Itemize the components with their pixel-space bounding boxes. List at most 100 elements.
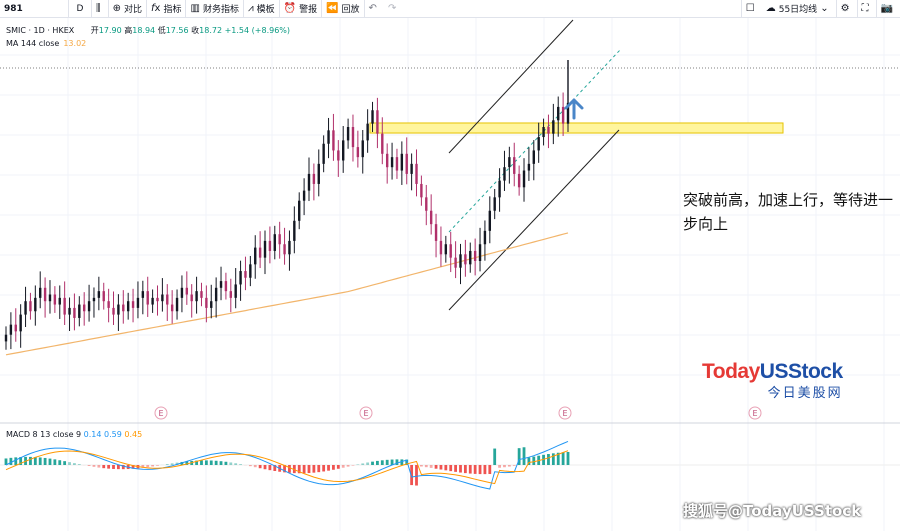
price-legend: SMIC · 1D · HKEX 开17.90 高18.94 低17.56 收1… [6,24,290,38]
indicators-button[interactable]: fx 指标 [146,0,185,17]
template-icon: ⩘ [247,3,254,14]
macd-histogram-bar [336,465,340,469]
candle-body [102,291,105,302]
earnings-marker [558,406,572,420]
financials-button[interactable]: ▥ 财务指标 [185,0,242,17]
candle-body [356,147,360,158]
macd-histogram-bar [209,460,213,465]
candle-body [92,297,96,302]
macd-histogram-bar [234,463,238,465]
candle-body [24,301,27,315]
candle-body [68,307,71,315]
settings-button[interactable]: ⚙ [835,0,857,17]
earnings-marker [359,406,373,420]
macd-histogram-bar [512,465,516,466]
candle-body [376,110,379,134]
candle-body [73,307,76,318]
macd-histogram-bar [9,457,13,465]
fullscreen-button[interactable]: ⛶ [856,0,876,17]
macd-histogram-bar [180,461,184,465]
macd-histogram-bar [214,460,218,465]
macd-histogram-bar [532,456,536,465]
candle-body [141,291,145,298]
rewind-icon: ⏪ [326,3,339,14]
macd-histogram-bar [429,465,433,468]
candle-body [410,163,413,174]
trend-line-lower [448,129,620,311]
compare-button[interactable]: ⊕ 对比 [107,0,146,17]
alert-button[interactable]: ⏰ 警报 [278,0,321,17]
macd-histogram-bar [302,465,306,474]
chart-type-button[interactable]: ⫼ [91,0,108,17]
candle-body [170,304,174,312]
replay-button[interactable]: ⏪ 回放 [321,0,363,17]
camera-icon: 📷 [880,3,893,14]
symbol-search[interactable]: 981 [0,0,68,17]
candle-body [454,257,457,268]
macd-legend: MACD 8 13 close 9 0.14 0.59 0.45 [6,430,142,439]
interval-button[interactable]: D [68,0,91,17]
candle-body [317,163,320,184]
candle-body [151,297,154,305]
redo-button[interactable]: ↷ [384,0,403,17]
cloud-icon: ☁ [765,3,776,14]
ma-selector[interactable]: ☁ 55日均线 ⌄ [762,0,836,17]
candle-body [146,291,149,305]
macd-histogram-bar [239,464,242,465]
macd-histogram-bar [121,465,125,470]
macd-histogram-bar [556,452,560,465]
layout-button[interactable]: ☐ [740,0,762,17]
candle-body [420,183,423,198]
macd-histogram-bar [371,461,374,465]
candle-body [263,240,267,258]
macd-histogram-bar [483,465,487,475]
macd-histogram-bar [503,465,506,468]
candle-body [214,287,218,302]
watermark: 搜狐号@TodayUSStock [683,502,862,520]
candle-body [483,230,487,245]
candle-body [434,224,438,241]
macd-histogram-bar [385,459,389,465]
earnings-marker-label: E [158,409,163,418]
candle-body [527,163,531,171]
fullscreen-icon: ⛶ [861,3,869,14]
macd-histogram-bar [361,463,365,465]
macd-histogram-bar [33,457,37,465]
macd-histogram-bar [248,465,252,467]
candle-body [224,281,228,292]
candle-body [561,106,565,124]
undo-button[interactable]: ↶ [363,0,384,17]
candle-body [78,304,81,318]
candle-body [126,301,130,312]
candle-body [239,271,242,285]
ma-line [5,232,569,356]
earnings-marker-label: E [363,409,368,418]
templates-button[interactable]: ⩘ 模板 [242,0,279,17]
macd-histogram-bar [405,459,409,465]
candle-body [439,240,443,255]
candle-body [29,301,32,312]
snapshot-button[interactable]: 📷 [875,0,900,17]
macd-histogram-bar [14,457,18,465]
macd-histogram-bar [351,465,355,466]
indicators-label: 指标 [163,5,182,15]
resistance-zone [369,122,784,134]
candle-body [53,294,57,305]
candle-body [249,264,252,278]
candle-body [493,197,496,211]
macd-histogram-bar [468,465,472,474]
macd-histogram-bar [439,465,443,470]
alarm-icon: ⏰ [283,3,297,14]
candle-body [107,301,110,308]
macd-histogram-bar [376,460,379,465]
macd-histogram-bar [224,461,228,465]
candle-body [405,153,408,174]
candle-body [469,250,472,265]
macd-histogram-bar [288,465,291,473]
candle-body [258,247,262,258]
candle-body [39,287,42,298]
macd-histogram-bar [151,465,155,467]
macd-histogram-bar [53,459,57,465]
macd-histogram-bar [141,465,145,468]
